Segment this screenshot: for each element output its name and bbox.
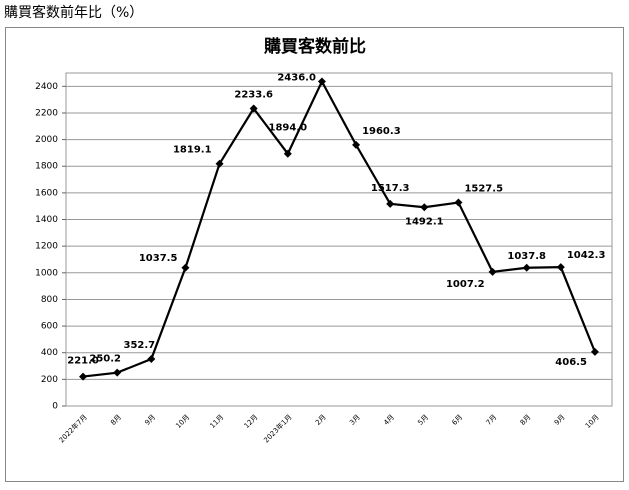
- y-tick-label: 1400: [35, 215, 58, 225]
- y-tick-label: 400: [41, 348, 58, 358]
- y-tick-label: 2200: [35, 108, 58, 118]
- data-label: 1037.5: [139, 253, 178, 264]
- data-point: [420, 203, 429, 212]
- y-tick-label: 1800: [35, 162, 58, 172]
- data-label: 2233.6: [234, 89, 273, 100]
- data-label: 406.5: [555, 357, 587, 368]
- y-tick-label: 2000: [35, 135, 58, 145]
- data-label: 1819.1: [173, 145, 212, 156]
- chart-title: 購買客数前比: [264, 36, 366, 57]
- data-point: [147, 355, 156, 364]
- data-label: 1007.2: [446, 279, 485, 290]
- data-point: [283, 149, 292, 158]
- data-line: [82, 79, 596, 378]
- data-point: [181, 263, 190, 272]
- data-point: [352, 140, 361, 149]
- data-label: 1037.8: [507, 251, 546, 262]
- data-label: 221.0: [67, 356, 99, 367]
- data-point: [386, 199, 395, 208]
- data-label: 1492.1: [405, 216, 444, 227]
- y-tick-label: 1200: [35, 242, 58, 252]
- y-tick-label: 1000: [35, 268, 58, 278]
- y-tick-label: 800: [41, 295, 58, 305]
- data-point: [113, 368, 122, 377]
- y-tick-label: 600: [41, 322, 58, 332]
- data-label: 250.2: [89, 354, 121, 365]
- data-point: [556, 263, 565, 272]
- page-header: 購買客数前年比（%）: [4, 4, 143, 21]
- data-point: [522, 263, 531, 272]
- data-label: 1042.3: [567, 250, 606, 261]
- data-point: [590, 347, 599, 356]
- data-label: 352.7: [123, 340, 155, 351]
- y-tick-label: 2400: [35, 82, 58, 92]
- data-point: [488, 267, 497, 276]
- data-point: [454, 198, 463, 207]
- data-label: 2436.0: [277, 73, 316, 84]
- y-tick-label: 0: [52, 402, 58, 412]
- data-point: [249, 104, 258, 113]
- data-label: 1527.5: [464, 184, 503, 195]
- y-tick-label: 1600: [35, 188, 58, 198]
- y-tick-label: 200: [41, 375, 58, 385]
- data-point: [79, 372, 88, 381]
- data-label: 1960.3: [362, 126, 401, 137]
- data-label: 1894.0: [269, 123, 308, 134]
- data-point: [215, 159, 224, 168]
- data-point: [317, 77, 326, 86]
- data-label: 1517.3: [371, 183, 410, 194]
